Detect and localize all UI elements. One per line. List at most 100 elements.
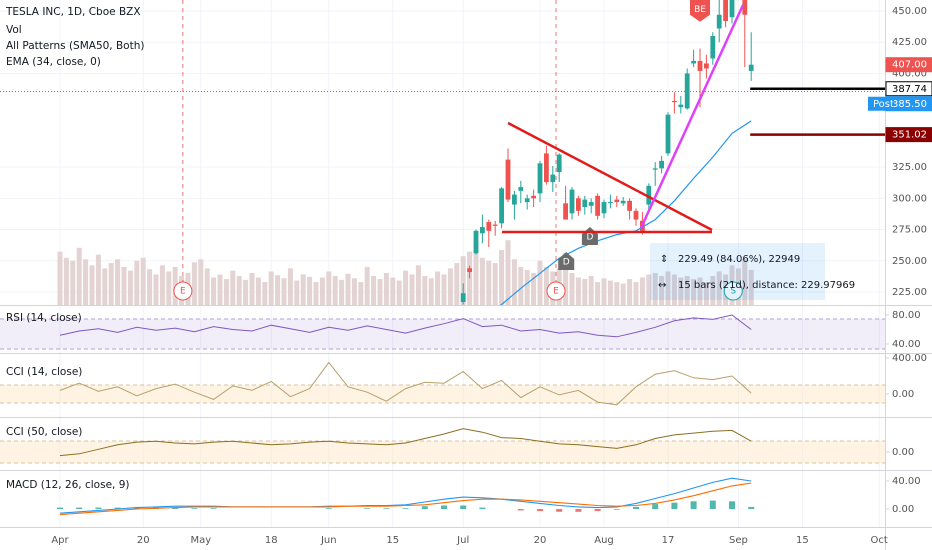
candle-body — [576, 198, 581, 211]
candle-body — [697, 60, 703, 71]
volume-bar — [83, 259, 89, 305]
candle-body — [595, 195, 601, 216]
indicator-line — [59, 428, 752, 457]
histogram-bar — [402, 508, 409, 510]
event-label: E — [180, 287, 186, 297]
volume-bar — [332, 276, 338, 305]
volume-bar — [595, 282, 601, 305]
volume-bar — [351, 278, 357, 305]
volume-bar — [659, 276, 665, 305]
cci-band — [0, 385, 885, 403]
volume-bar — [563, 253, 569, 305]
histogram-bar — [114, 507, 121, 510]
candle-body — [710, 35, 716, 59]
y-tick-label: 0.00 — [892, 389, 914, 400]
candle-body — [569, 189, 575, 214]
histogram-bar — [556, 509, 563, 512]
volume-bar — [89, 265, 95, 305]
price-label-bg — [885, 57, 932, 73]
y-tick-label: 450.00 — [892, 6, 927, 17]
volume-bar — [479, 257, 485, 305]
x-tick-label: 20 — [137, 535, 150, 546]
volume-bar — [300, 274, 306, 305]
volume-bar — [95, 254, 101, 305]
y-tick-label: 250.00 — [892, 256, 927, 267]
x-tick-label: Apr — [51, 535, 69, 546]
pattern-label: BE — [694, 5, 706, 15]
volume-bar — [633, 282, 639, 305]
volume-bar — [319, 277, 325, 305]
price-label: 351.02 — [892, 130, 927, 141]
candle-body — [582, 199, 588, 208]
volume-bar — [134, 260, 140, 305]
volume-bar — [454, 263, 460, 305]
histogram-bar — [191, 508, 198, 510]
volume-bar — [345, 273, 351, 305]
volume-bar — [243, 279, 249, 305]
volume-bar — [415, 265, 421, 305]
histogram-bar — [575, 509, 582, 512]
volume-bar — [627, 279, 633, 305]
price-label: 385.50 — [892, 99, 927, 110]
measure-box — [650, 243, 825, 300]
volume-bar — [403, 270, 409, 305]
pane-title: CCI (14, close) — [6, 366, 82, 378]
study-name: Vol — [6, 24, 22, 36]
volume-bar — [339, 279, 345, 305]
histogram-bar — [517, 509, 524, 511]
volume-bar — [326, 271, 332, 305]
y-tick-label: 300.00 — [892, 193, 927, 204]
ema-line — [499, 120, 752, 305]
volume-bar — [684, 276, 690, 305]
volume-bar — [313, 282, 319, 305]
volume-bar — [57, 251, 63, 305]
volume-bar — [588, 276, 594, 305]
volume-bar — [422, 276, 428, 305]
volume-bar — [364, 266, 370, 305]
candle-body — [659, 160, 665, 169]
volume-bar — [262, 282, 268, 305]
candle-body — [742, 0, 748, 15]
volume-bar — [531, 272, 537, 305]
volume-bar — [665, 271, 671, 305]
volume-bar — [211, 277, 217, 305]
volume-bar — [639, 277, 645, 305]
candle-body — [665, 114, 671, 154]
volume-bar — [575, 277, 581, 305]
histogram-bar — [709, 500, 716, 510]
candle-body — [704, 63, 709, 69]
candle-body — [614, 199, 620, 203]
volume-bar — [115, 259, 121, 305]
indicator-line — [59, 314, 752, 338]
trend-line — [507, 121, 713, 232]
volume-bar — [467, 251, 473, 305]
volume-bar — [217, 274, 223, 305]
candle-body — [620, 200, 626, 204]
measure-icon: ⇕ — [660, 254, 668, 265]
volume-bar — [191, 262, 197, 305]
candle-body — [691, 60, 697, 64]
y-tick-label: 400.00 — [892, 353, 927, 364]
y-tick-label: 225.00 — [892, 287, 927, 298]
volume-bar — [646, 274, 652, 305]
volume-bar — [121, 266, 127, 305]
volume-bar — [377, 279, 383, 305]
x-tick-label: Jul — [456, 535, 469, 546]
event-marker — [546, 281, 566, 301]
candle-body — [550, 174, 556, 183]
histogram-bar — [613, 509, 620, 510]
x-tick-label: Aug — [594, 535, 614, 546]
volume-bar — [524, 269, 530, 305]
candle-body — [672, 100, 677, 103]
volume-bar — [108, 263, 114, 305]
x-tick-label: May — [190, 535, 211, 546]
candle-body — [646, 185, 652, 205]
candle-body — [723, 0, 729, 21]
x-tick-label: Jun — [320, 535, 337, 546]
x-tick-label: 15 — [386, 535, 399, 546]
volume-bar — [428, 278, 434, 305]
candle-body — [633, 210, 639, 220]
y-tick-label: 40.00 — [892, 339, 921, 350]
histogram-bar — [383, 508, 390, 510]
volume-bar — [383, 272, 389, 305]
